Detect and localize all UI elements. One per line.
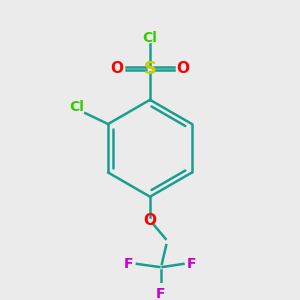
Text: O: O — [143, 213, 157, 228]
Text: S: S — [143, 60, 157, 78]
Text: O: O — [176, 61, 189, 76]
Text: O: O — [111, 61, 124, 76]
Text: F: F — [124, 257, 134, 271]
Text: Cl: Cl — [69, 100, 84, 114]
Text: F: F — [187, 257, 196, 271]
Text: F: F — [156, 286, 166, 300]
Text: Cl: Cl — [142, 31, 158, 45]
